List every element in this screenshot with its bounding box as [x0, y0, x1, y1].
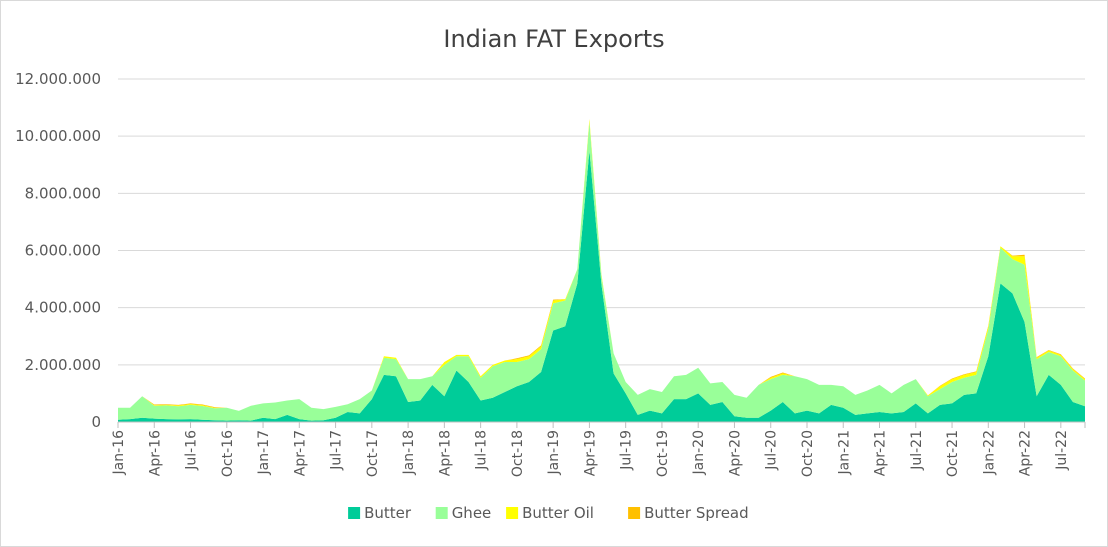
x-tick-label: Apr-22	[1018, 430, 1034, 476]
y-tick-label: 8.000.000	[25, 184, 101, 202]
legend-label-butter: Butter	[364, 504, 412, 522]
plot-areas	[118, 119, 1085, 422]
x-tick-label: Oct-20	[800, 430, 816, 477]
x-tick-label: Oct-21	[945, 430, 961, 477]
x-tick-label: Oct-19	[655, 430, 671, 477]
legend-swatch-butter-oil	[506, 507, 519, 519]
x-tick-label: Jan-16	[111, 430, 127, 476]
legend-label-butter-spread: Butter Spread	[644, 504, 749, 522]
x-tick-label: Apr-17	[292, 430, 308, 476]
x-tick-label: Jul-20	[764, 430, 780, 471]
x-tick-label: Jan-17	[256, 430, 272, 475]
x-tick-label: Jul-18	[474, 430, 490, 471]
chart-title: Indian FAT Exports	[443, 25, 664, 53]
x-tick-label: Apr-16	[147, 430, 163, 476]
x-tick-label: Jul-19	[619, 430, 635, 471]
x-tick-label: Jan-22	[981, 430, 997, 475]
x-tick-label: Apr-19	[582, 430, 598, 476]
x-tick-label: Oct-18	[510, 430, 526, 477]
x-tick-label: Jul-22	[1054, 430, 1070, 471]
x-tick-label: Jan-18	[401, 430, 417, 475]
y-tick-label: 0	[91, 413, 101, 431]
x-tick-label: Oct-16	[220, 430, 236, 477]
x-tick-label: Jul-21	[909, 430, 925, 471]
y-tick-label: 6.000.000	[25, 242, 101, 260]
legend-swatch-ghee	[435, 507, 448, 519]
x-tick-label: Jan-20	[691, 430, 707, 475]
x-tick-label: Oct-17	[365, 430, 381, 477]
x-tick-label: Jul-16	[184, 430, 200, 471]
x-tick-label: Apr-20	[727, 430, 743, 476]
series-area-butter	[118, 150, 1085, 422]
axes: 0 2.000.000 4.000.000 6.000.000 8.000.000 10.…	[15, 70, 1086, 477]
legend-swatch-butter	[348, 507, 361, 519]
y-tick-label: 10.000.000	[15, 127, 101, 145]
x-tick-label: Jul-17	[329, 430, 345, 471]
y-tick-label: 12.000.000	[15, 70, 101, 88]
y-tick-label: 2.000.000	[25, 356, 101, 374]
gridlines	[118, 78, 1085, 366]
legend-label-ghee: Ghee	[452, 504, 492, 522]
x-tick-label: Jan-21	[836, 430, 852, 475]
x-tick-label: Apr-18	[437, 430, 453, 476]
legend: Butter Ghee Butter Oil Butter Spread	[348, 504, 749, 522]
x-tick-label: Apr-21	[873, 430, 889, 476]
legend-swatch-butter-spread	[628, 507, 641, 519]
legend-label-butter-oil: Butter Oil	[522, 504, 594, 522]
x-tick-label: Jan-19	[546, 430, 562, 475]
y-tick-label: 4.000.000	[25, 299, 101, 317]
